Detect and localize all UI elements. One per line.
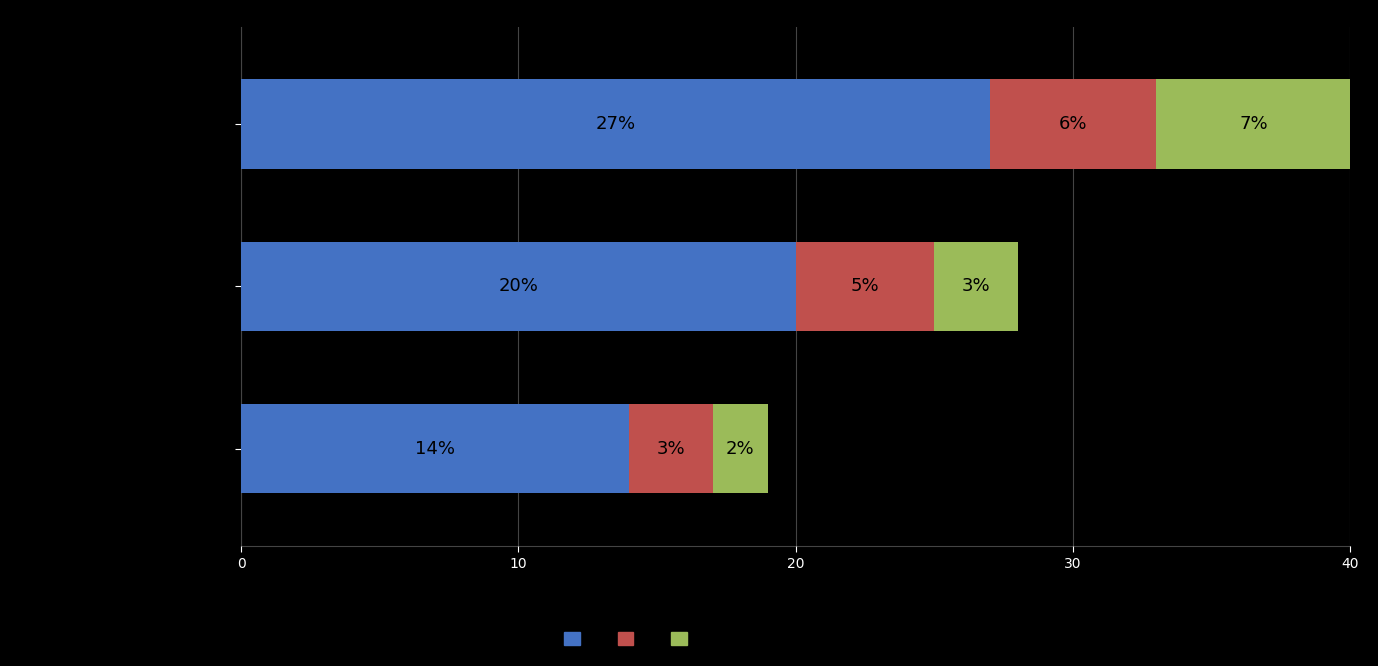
Bar xyxy=(630,404,712,494)
Text: 3%: 3% xyxy=(657,440,685,458)
Text: 14%: 14% xyxy=(415,440,455,458)
Bar xyxy=(989,79,1156,168)
Bar xyxy=(241,242,796,331)
Legend: , , : , , xyxy=(558,625,700,653)
Bar xyxy=(1156,79,1350,168)
Bar xyxy=(934,242,1017,331)
Bar xyxy=(796,242,934,331)
Text: 6%: 6% xyxy=(1058,115,1087,133)
Text: 7%: 7% xyxy=(1239,115,1268,133)
Bar xyxy=(241,79,989,168)
Text: 3%: 3% xyxy=(962,277,991,296)
Text: 27%: 27% xyxy=(595,115,635,133)
Bar xyxy=(241,404,630,494)
Text: 5%: 5% xyxy=(850,277,879,296)
Text: 2%: 2% xyxy=(726,440,755,458)
Text: 20%: 20% xyxy=(499,277,539,296)
Bar xyxy=(712,404,768,494)
